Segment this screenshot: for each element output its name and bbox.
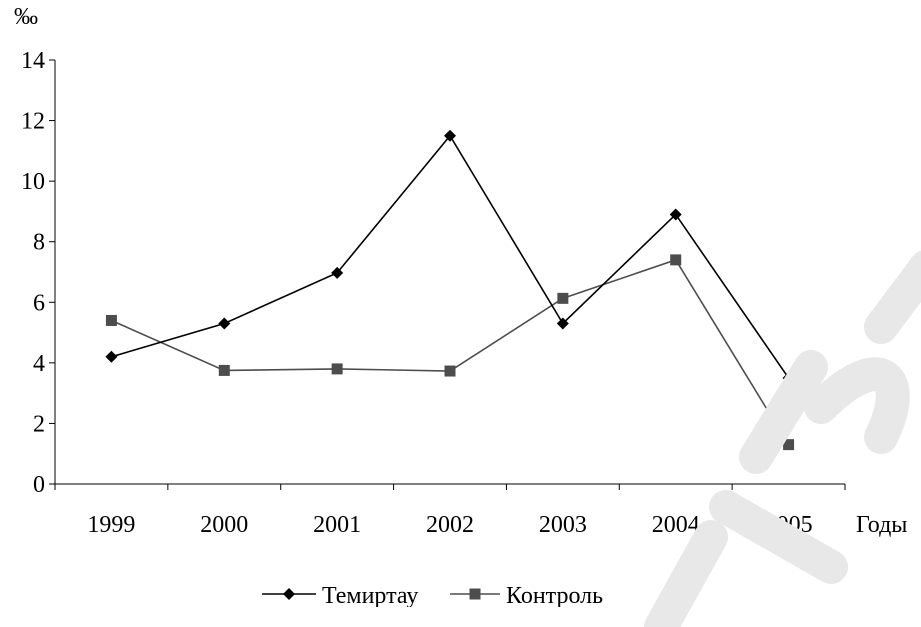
y-ticks: 0 2 4 6 8 10 12 14 [21, 48, 55, 498]
x-tick-label: 2000 [200, 512, 248, 538]
x-tick-label: 2002 [426, 512, 474, 538]
x-tick-label: 2003 [539, 512, 587, 538]
series-temirtau [105, 129, 795, 384]
legend: Темиртау Контроль [262, 583, 603, 607]
series-line [111, 134, 790, 379]
x-tick-label: 2005 [765, 512, 813, 538]
x-tick-label: 1999 [87, 512, 135, 538]
y-tick-label: 6 [33, 290, 45, 316]
data-point-marker [556, 317, 569, 330]
legend-label: Темиртау [322, 583, 418, 607]
series-control [105, 254, 795, 451]
series-layer [105, 129, 795, 451]
y-axis-label: ‰ [14, 4, 38, 30]
x-tick-label: 2001 [313, 512, 361, 538]
data-point-marker [557, 292, 569, 304]
data-point-marker [218, 317, 231, 330]
legend-marker [283, 588, 295, 600]
data-point-marker [331, 266, 344, 279]
data-point-marker [444, 129, 456, 142]
y-tick-label: 8 [33, 230, 45, 256]
line-chart: ‰ 0 2 4 6 8 10 12 14 1999 2000 2001 2002 2003 2004 20… [14, 4, 907, 607]
x-axis-label: Годы [856, 512, 907, 538]
y-tick-label: 14 [21, 48, 45, 74]
data-point-marker [670, 254, 682, 266]
data-point-marker [331, 363, 343, 375]
data-point-marker [218, 364, 230, 376]
legend-item: Темиртау [262, 583, 418, 607]
legend-marker [469, 588, 481, 600]
x-ticks: 1999 2000 2001 2002 2003 2004 2005 [54, 484, 846, 538]
x-tick-label: 2004 [652, 512, 700, 538]
series-line [111, 258, 790, 446]
legend-item: Контроль [450, 583, 603, 607]
data-point-marker [669, 208, 682, 221]
y-tick-label: 4 [33, 351, 45, 377]
data-point-marker [783, 439, 795, 451]
data-point-marker [105, 350, 118, 363]
data-point-marker [444, 365, 456, 377]
data-point-marker [105, 314, 117, 326]
y-tick-label: 2 [33, 411, 45, 437]
y-tick-label: 10 [21, 169, 45, 195]
legend-label: Контроль [506, 583, 603, 607]
y-tick-label: 0 [33, 472, 45, 498]
data-point-marker [782, 372, 795, 384]
y-tick-label: 12 [21, 109, 45, 135]
